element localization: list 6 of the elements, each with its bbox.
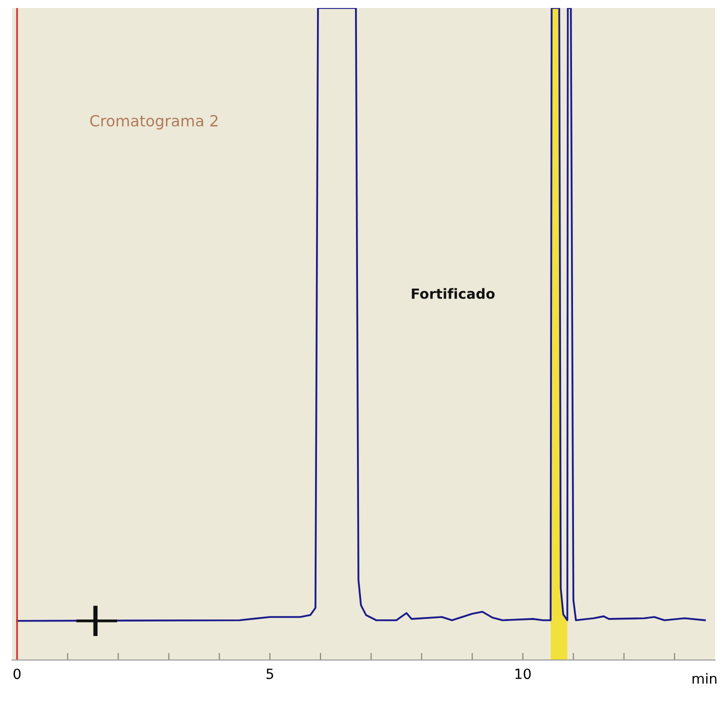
annotation: Cromatograma 2 [90, 114, 218, 130]
x-tick-label: 10 [516, 668, 531, 680]
annotation: Fortificado [412, 288, 495, 299]
x-tick-label: 0 [14, 668, 21, 680]
x-tick-label: 5 [266, 668, 274, 680]
x-axis-title: min [692, 673, 716, 684]
